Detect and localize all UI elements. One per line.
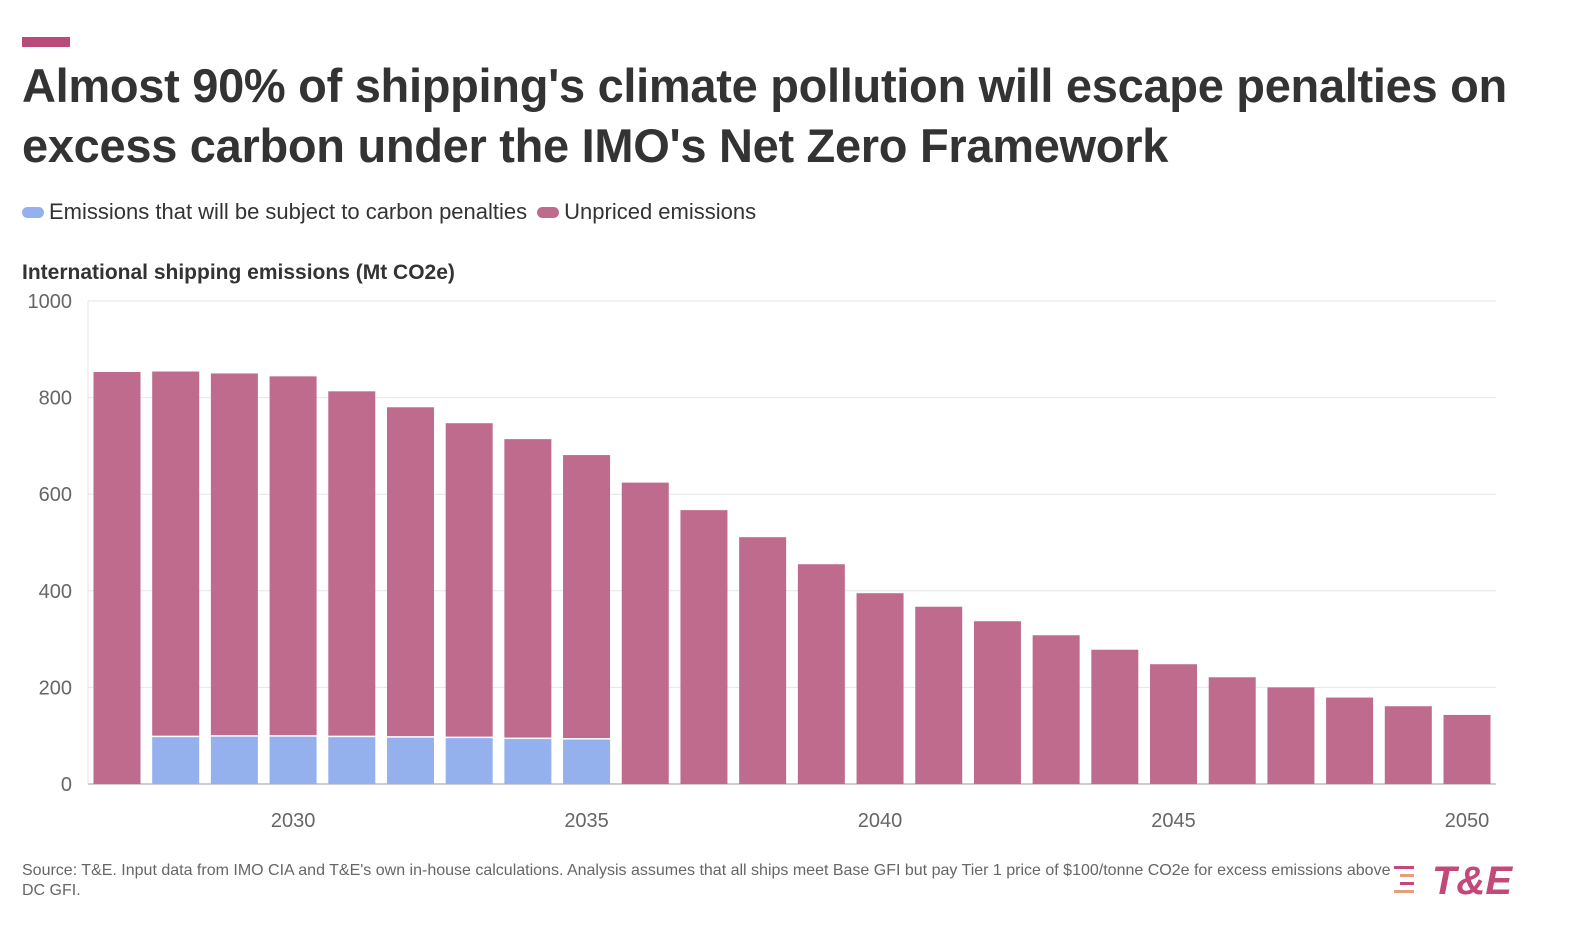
bar-priced — [563, 739, 611, 784]
bar-unpriced — [856, 593, 904, 784]
bar-chart: 0 200 400 600 800 1000 2030 2035 2040 2045 2050 — [28, 291, 1496, 832]
logo-line — [1394, 866, 1414, 869]
bar-unpriced — [1091, 649, 1139, 784]
bar-unpriced — [680, 510, 728, 784]
bar-unpriced — [152, 371, 200, 736]
bar-unpriced — [1150, 664, 1198, 784]
logo-lines-icon — [1394, 866, 1414, 893]
bar-unpriced — [328, 391, 376, 736]
bar-priced — [504, 739, 552, 784]
legend-item-unpriced: Unpriced emissions — [537, 199, 756, 225]
legend-swatch-priced — [22, 206, 44, 218]
bar-priced — [328, 737, 376, 784]
legend-label-priced: Emissions that will be subject to carbon… — [49, 199, 528, 224]
logo-line — [1400, 874, 1414, 877]
logo-text: T&E — [1432, 859, 1513, 902]
bar-priced — [445, 738, 493, 784]
bar-unpriced — [386, 407, 434, 737]
bar-unpriced — [1208, 677, 1256, 784]
bar-unpriced — [621, 482, 669, 784]
x-tick-label: 2050 — [1445, 810, 1490, 832]
bar-priced — [269, 736, 317, 784]
x-tick-label: 2040 — [858, 810, 903, 832]
bar-unpriced — [93, 372, 141, 784]
bar-unpriced — [797, 564, 845, 784]
legend-item-priced: Emissions that will be subject to carbon… — [22, 199, 527, 225]
bar-priced — [152, 737, 200, 784]
bar-unpriced — [1267, 687, 1315, 784]
bar-unpriced — [915, 606, 963, 784]
y-tick-label: 1000 — [28, 291, 73, 313]
bar-unpriced — [1443, 714, 1491, 784]
y-tick-label: 0 — [61, 774, 72, 796]
x-tick-label: 2035 — [564, 810, 609, 832]
logo-line — [1400, 882, 1414, 885]
bar-priced — [210, 736, 258, 784]
y-tick-label: 600 — [39, 484, 72, 506]
logo-line — [1394, 890, 1414, 893]
legend-label-unpriced: Unpriced emissions — [564, 199, 757, 224]
y-tick-label: 400 — [39, 581, 72, 603]
y-tick-label: 200 — [39, 677, 72, 699]
bar-unpriced — [563, 455, 611, 739]
x-tick-label: 2045 — [1151, 810, 1196, 832]
source-note: Source: T&E. Input data from IMO CIA and… — [22, 862, 1391, 899]
bar-unpriced — [210, 373, 258, 736]
bar-unpriced — [973, 621, 1021, 784]
bar-unpriced — [445, 423, 493, 737]
bar-unpriced — [1032, 635, 1080, 784]
legend: Emissions that will be subject to carbon… — [22, 199, 766, 225]
bar-unpriced — [269, 376, 317, 736]
y-tick-label: 800 — [39, 388, 72, 410]
bar-unpriced — [504, 439, 552, 738]
x-tick-label: 2030 — [271, 810, 316, 832]
te-logo: T&E — [1394, 859, 1513, 902]
y-axis-title: International shipping emissions (Mt CO2… — [22, 261, 455, 284]
legend-swatch-unpriced — [537, 206, 560, 218]
bar-priced — [386, 737, 434, 784]
bar-unpriced — [1326, 697, 1374, 784]
chart-title: Almost 90% of shipping's climate polluti… — [22, 59, 1507, 172]
bar-unpriced — [1384, 706, 1432, 784]
title-accent-bar — [22, 37, 70, 47]
bar-unpriced — [739, 537, 787, 784]
